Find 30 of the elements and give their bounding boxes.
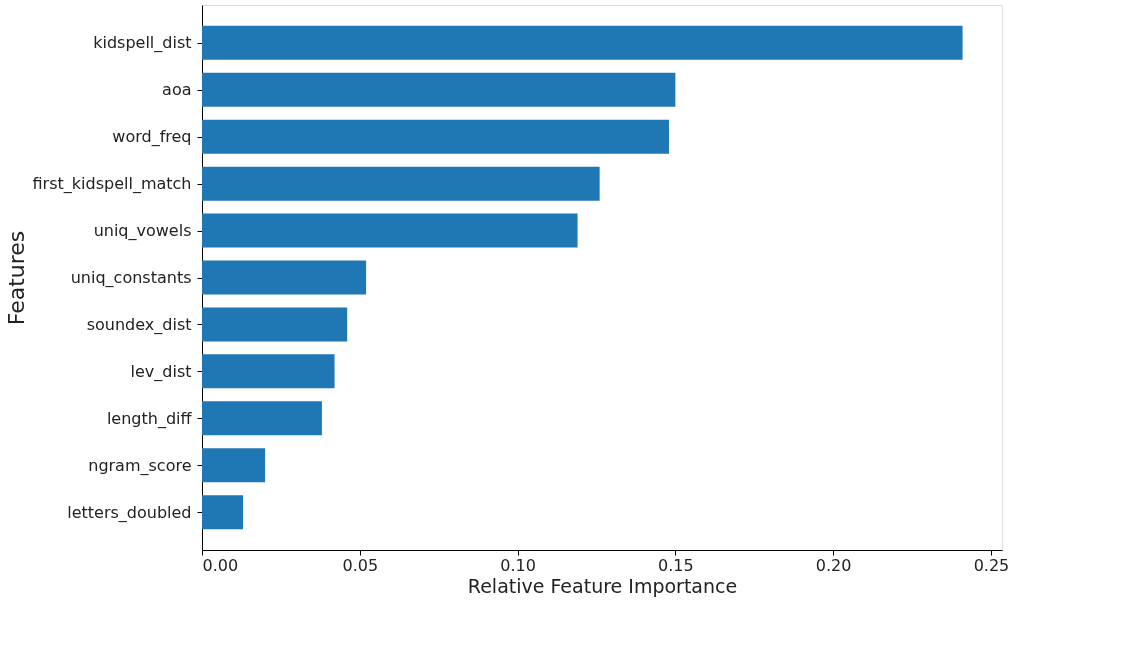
x-axis-title: Relative Feature Importance [467,574,738,597]
y-axis-title: Features [3,230,29,326]
y-tick-label: length_diff [106,408,193,429]
y-tick-label: word_freq [112,127,192,148]
bar [202,72,676,107]
x-tick-label: 0.15 [658,555,694,575]
y-tick-label: letters_doubled [67,502,192,523]
y-tick-label: lev_dist [130,361,192,382]
x-tick-label: 0.20 [815,555,852,575]
x-tick-label: 0.10 [500,555,536,575]
y-tick-label: first_kidspell_match [32,174,192,195]
y-tick-label: aoa [162,80,192,100]
bar [202,354,335,389]
x-tick-label: 0.00 [202,555,239,575]
bar [202,213,578,248]
bar [202,119,670,154]
bar [202,25,963,60]
bar [202,448,266,483]
bar [202,495,244,530]
bar [202,401,322,436]
bar [202,260,367,295]
y-tick-label: uniq_vowels [93,221,192,242]
x-tick-label: 0.05 [342,555,379,575]
y-tick-label: ngram_score [88,455,192,476]
bar [202,307,348,342]
x-tick-label: 0.25 [973,555,1010,575]
bar [202,166,600,201]
y-tick-label: uniq_constants [70,268,192,288]
y-tick-label: soundex_dist [86,314,192,335]
y-tick-label: kidspell_dist [93,33,192,54]
